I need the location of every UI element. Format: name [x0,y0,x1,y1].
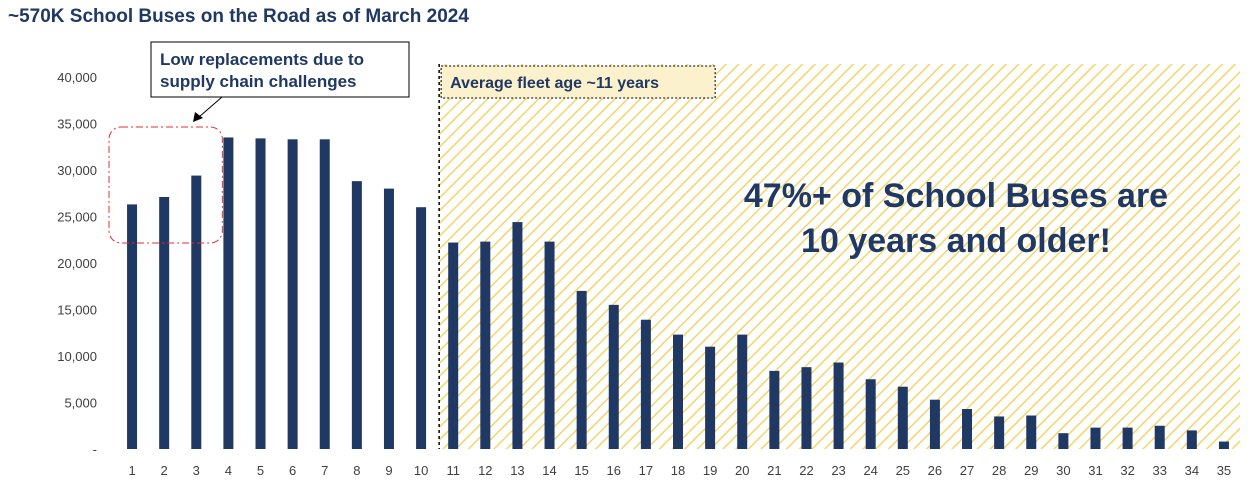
y-tick-label: 15,000 [57,303,97,318]
y-tick-label: 5,000 [64,396,97,411]
x-tick-label: 22 [799,463,813,478]
x-tick-label: 28 [992,463,1006,478]
bar-29 [1026,415,1037,449]
y-tick-label: - [93,442,97,457]
x-tick-label: 25 [896,463,910,478]
bar-32 [1122,427,1133,449]
bar-31 [1090,427,1101,449]
x-tick-label: 23 [831,463,845,478]
annotations: Low replacements due to supply chain chal… [108,41,1168,260]
big-callout-line-1: 47%+ of School Buses are [744,177,1168,215]
x-axis: 1 2 3 4 5 6 7 8 9 10 11 12 13 14 15 16 17 18 19 20 21 22 23 24 2… [128,463,1231,478]
callout-arrow [198,96,223,118]
x-tick-label: 16 [607,463,621,478]
bar-13 [512,222,523,449]
average-fleet-age-box [440,65,716,99]
bar-28 [994,416,1005,449]
bar-25 [897,386,908,449]
x-tick-label: 15 [574,463,588,478]
big-callout-line-2: 10 years and older! [801,222,1111,260]
x-tick-label: 5 [257,463,264,478]
y-tick-label: 10,000 [57,349,97,364]
bar-24 [865,379,876,449]
x-tick-label: 13 [510,463,524,478]
x-tick-label: 14 [542,463,556,478]
x-tick-label: 6 [289,463,296,478]
bar-5 [255,138,266,449]
x-tick-label: 9 [385,463,392,478]
bar-20 [737,334,748,449]
page-title: ~570K School Buses on the Road as of Mar… [8,6,469,27]
low-replacements-highlight [108,126,223,244]
x-tick-label: 11 [446,463,460,478]
bar-23 [833,362,844,449]
bar-12 [480,241,491,449]
x-tick-label: 33 [1152,463,1166,478]
x-tick-label: 12 [478,463,492,478]
callout-arrow-head [193,112,203,122]
low-replacements-callout [150,41,410,98]
y-tick-label: 40,000 [57,70,97,85]
bar-35 [1218,441,1229,449]
y-tick-label: 20,000 [57,256,97,271]
bar-11 [448,242,459,449]
bar-27 [962,409,973,449]
y-tick-label: 25,000 [57,210,97,225]
bar-15 [576,290,587,449]
x-tick-label: 24 [863,463,877,478]
bar-21 [769,370,780,449]
x-tick-label: 7 [321,463,328,478]
x-tick-label: 17 [639,463,653,478]
y-tick-label: 35,000 [57,117,97,132]
bar-2 [159,196,170,449]
bar-19 [705,346,716,449]
bars [127,137,1229,449]
bar-10 [416,207,427,449]
x-tick-label: 2 [161,463,168,478]
x-tick-label: 29 [1024,463,1038,478]
x-tick-label: 10 [414,463,428,478]
x-tick-label: 18 [671,463,685,478]
x-tick-label: 21 [767,463,781,478]
x-tick-label: 30 [1056,463,1070,478]
average-fleet-age-label: Average fleet age ~11 years [450,75,659,92]
bar-9 [383,188,394,449]
low-replacements-line-2: supply chain challenges [160,72,357,91]
bar-17 [640,319,651,449]
bar-22 [801,367,812,449]
bar-30 [1058,433,1069,449]
x-tick-label: 32 [1120,463,1134,478]
bar-18 [673,334,683,449]
bar-26 [929,399,940,449]
x-tick-label: 4 [225,463,232,478]
low-replacements-line-1: Low replacements due to [160,50,364,69]
bar-33 [1154,425,1165,449]
bar-3 [191,175,202,449]
bar-4 [223,137,234,449]
x-tick-label: 1 [128,463,135,478]
y-tick-label: 30,000 [57,163,97,178]
bar-34 [1186,430,1197,449]
x-tick-label: 27 [960,463,974,478]
x-tick-label: 34 [1185,463,1199,478]
y-axis: - 5,000 10,000 15,000 20,000 25,000 30,000 35,0… [57,70,97,457]
bar-6 [287,139,298,449]
x-tick-label: 20 [735,463,749,478]
x-tick-label: 31 [1088,463,1102,478]
bar-1 [127,204,138,449]
x-tick-label: 35 [1217,463,1231,478]
x-tick-label: 19 [703,463,717,478]
bar-16 [608,304,619,449]
x-tick-label: 8 [353,463,360,478]
x-tick-label: 26 [928,463,942,478]
bar-8 [351,181,362,449]
x-tick-label: 3 [193,463,200,478]
bar-7 [319,139,330,449]
bar-14 [544,241,555,449]
